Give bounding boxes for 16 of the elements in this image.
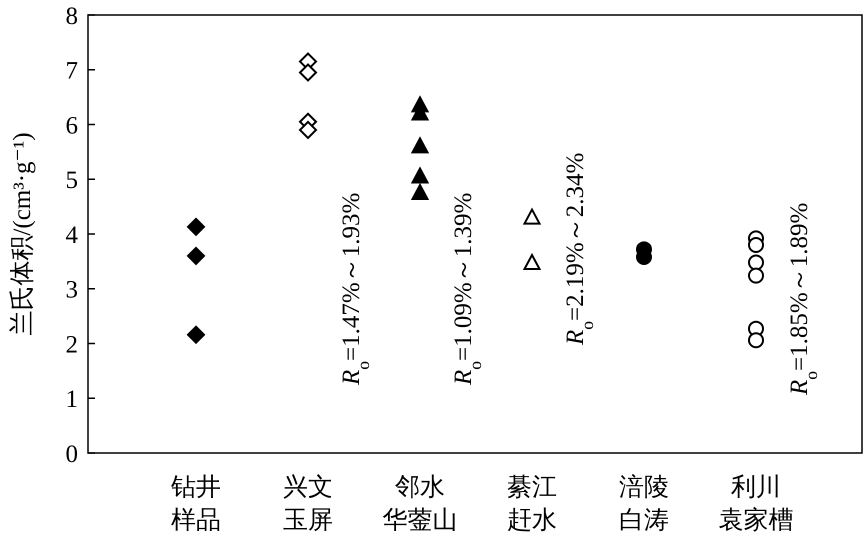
y-tick-label: 8 bbox=[66, 2, 78, 30]
y-axis-title: 兰氏体积/(cm³·g⁻¹) bbox=[9, 132, 36, 336]
x-tick-label: 利川袁家槽 bbox=[718, 474, 794, 534]
y-tick-label: 2 bbox=[66, 331, 78, 358]
x-tick-label: 兴文玉屏 bbox=[283, 474, 333, 534]
x-tick-label: 钻井样品 bbox=[170, 474, 221, 534]
y-tick-label: 0 bbox=[66, 440, 78, 468]
y-tick-label: 3 bbox=[66, 276, 78, 304]
x-tick-label: 邻水华蓥山 bbox=[382, 474, 458, 534]
x-tick-label: 涪陵白涛 bbox=[619, 473, 669, 534]
y-tick-label: 7 bbox=[66, 58, 78, 84]
y-tick-label: 1 bbox=[66, 386, 78, 413]
y-tick-label: 4 bbox=[66, 222, 78, 249]
x-tick-label: 綦江赶水 bbox=[507, 474, 557, 534]
y-tick-label: 6 bbox=[66, 112, 78, 140]
y-tick-label: 5 bbox=[66, 167, 78, 194]
